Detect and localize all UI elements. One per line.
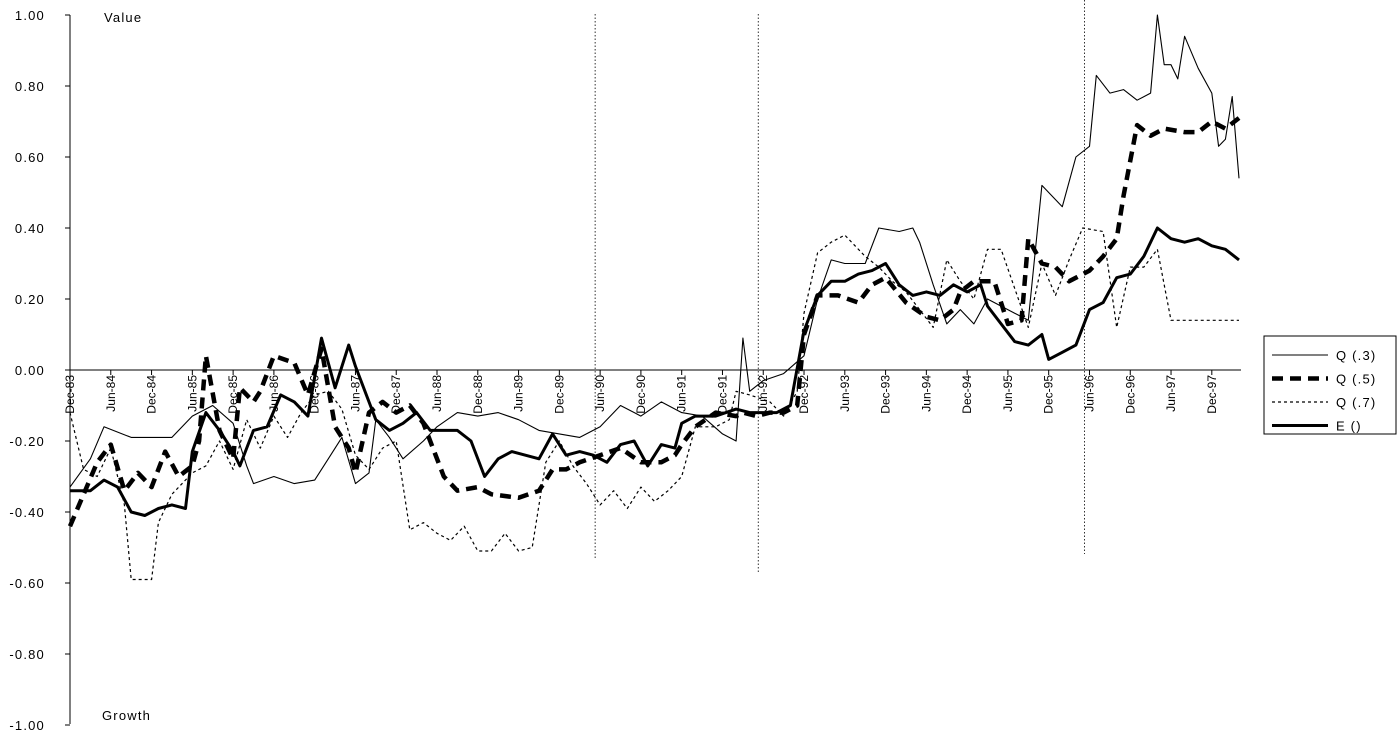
legend-label: Q (.5) [1336,372,1376,387]
x-tick-label: Jun-85 [185,375,199,412]
legend-label: Q (.7) [1336,395,1376,410]
series-line-1 [69,14,1240,488]
x-tick-labels: Dec-83 Jun-84 Dec-84 Jun-85 Dec-85 Jun-86 Dec-… [63,375,1219,414]
x-tick-label: Dec-97 [1205,375,1219,414]
legend-box [1263,335,1397,435]
x-tick-label: Dec-84 [145,375,159,414]
y-tick-label: 0.00 [15,363,45,378]
x-tick-label: Dec-87 [389,375,403,414]
x-tick-label: Jun-94 [919,375,933,412]
y-tick-label: -1.00 [9,718,45,733]
x-tick-label: Jun-91 [675,375,689,412]
x-tick-label: Jun-95 [1001,375,1015,412]
x-tick-label: Jun-96 [1082,375,1096,412]
series-lines [67,14,1241,581]
y-tick-label: 0.40 [15,221,45,236]
x-tick-label: Jun-87 [348,375,362,412]
y-tick-label: 0.20 [15,292,45,307]
x-tick-label: Dec-96 [1123,375,1137,414]
x-tick-label: Jun-90 [593,375,607,412]
x-tick-label: Dec-90 [634,375,648,414]
series-line-3 [69,227,1239,581]
legend-label: Q (.3) [1336,348,1376,363]
series-line-2 [67,116,1241,528]
legend: Q (.3) Q (.5) Q (.7) E () [1263,335,1397,435]
series-line-4 [70,226,1240,517]
x-tick-label: Jun-97 [1164,375,1178,412]
y-tick-label: -0.80 [9,647,45,662]
x-tick-label: Dec-83 [63,375,77,414]
x-tick-label: Jun-86 [267,375,281,412]
axes [65,14,1241,726]
x-tick-label: Jun-84 [104,375,118,412]
y-tick-label: 0.60 [15,150,45,165]
y-tick-labels: 1.00 0.80 0.60 0.40 0.20 0.00 -0.20 -0.40 -0.60 -… [9,8,45,733]
y-tick-label: 0.80 [15,79,45,94]
x-tick-label: Jun-89 [512,375,526,412]
value-annotation: Value [104,10,142,25]
y-tick-label: -0.20 [9,434,45,449]
x-tick-label: Jun-93 [838,375,852,412]
legend-label: E () [1336,419,1362,434]
x-tick-label: Dec-95 [1042,375,1056,414]
x-tick-label: Jun-88 [430,375,444,412]
x-tick-label: Dec-88 [471,375,485,414]
y-tick-label: -0.40 [9,505,45,520]
growth-annotation: Growth [102,708,151,723]
x-tick-label: Dec-89 [552,375,566,414]
event-lines [594,0,1085,572]
x-tick-label: Dec-91 [715,375,729,414]
x-tick-label: Dec-94 [960,375,974,414]
y-tick-label: 1.00 [15,8,45,23]
x-tick-label: Dec-93 [879,375,893,414]
y-tick-label: -0.60 [9,576,45,591]
x-tick-label: Dec-85 [226,375,240,414]
